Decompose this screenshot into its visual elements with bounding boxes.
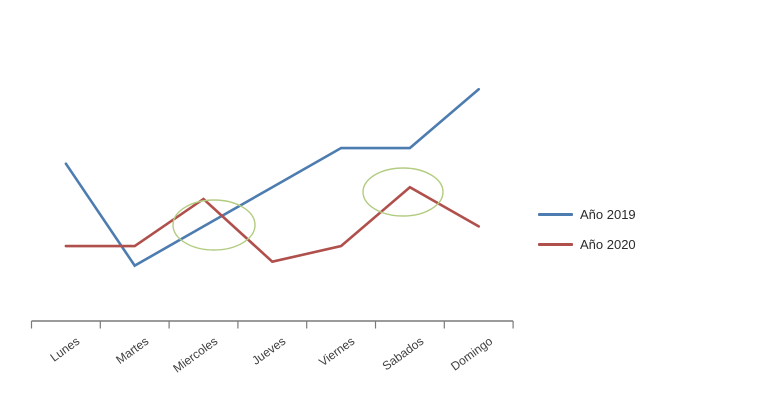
- legend-entry-ano-2020: Año 2020: [538, 229, 636, 259]
- legend-line-swatch-ano-2019: [538, 212, 573, 216]
- annotation-ellipse-0: [172, 199, 256, 251]
- legend-label-ano-2019: Año 2019: [580, 206, 636, 222]
- annotation-ellipse-1: [362, 167, 444, 217]
- legend-label-ano-2020: Año 2020: [580, 236, 636, 252]
- series-line-1: [64, 185, 481, 264]
- legend: Año 2019 Año 2020: [538, 199, 636, 259]
- series-line-0: [64, 87, 481, 268]
- legend-line-swatch-ano-2020: [538, 242, 573, 246]
- legend-entry-ano-2019: Año 2019: [538, 199, 636, 229]
